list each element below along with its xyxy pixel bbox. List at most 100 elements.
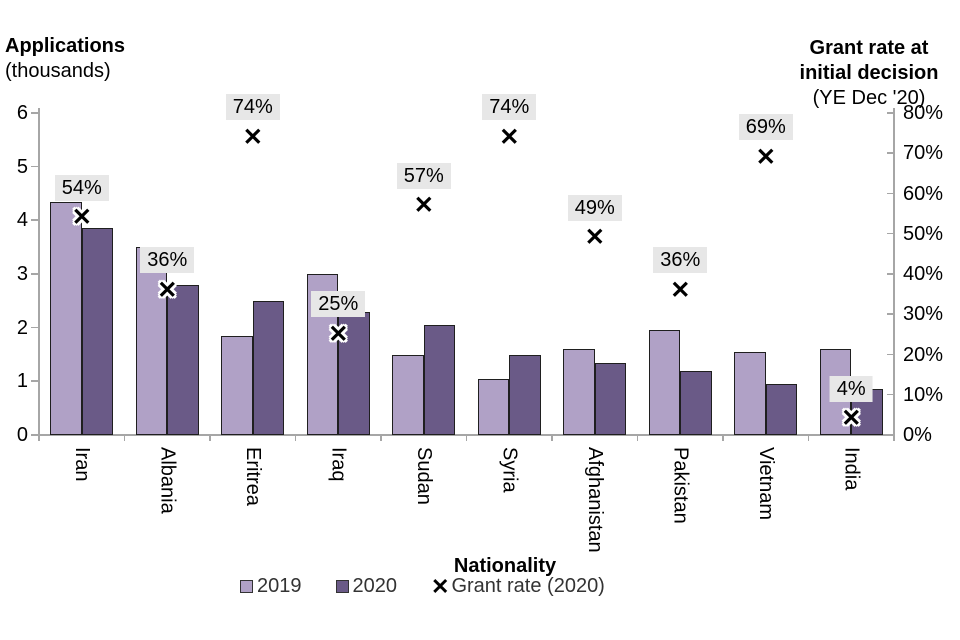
bar-2020-afghanistan: [594, 362, 627, 435]
x-axis-tick: [807, 435, 809, 441]
legend: 2019 2020 ✕ Grant rate (2020): [240, 575, 605, 598]
left-axis-label: 2: [16, 316, 28, 339]
right-axis-title-line2: initial decision: [799, 62, 939, 84]
right-axis-title: Grant rate at initial decision (YE Dec '…: [780, 36, 958, 111]
left-axis-label: 4: [16, 209, 28, 232]
category-label-syria: Syria: [498, 447, 521, 493]
x-axis-tick: [123, 435, 125, 441]
left-axis-label: 3: [16, 263, 28, 285]
bar-2020-pakistan: [680, 370, 712, 435]
legend-label-grant-rate: Grant rate (2020): [451, 575, 605, 597]
right-axis-label: 20%: [903, 343, 944, 366]
legend-label-2019: 2019: [257, 575, 302, 597]
right-axis-tick: [887, 112, 894, 114]
left-axis-title-line2: (thousands): [5, 60, 111, 82]
x-axis-title: Nationality: [453, 555, 557, 577]
left-axis-tick: [31, 112, 39, 114]
left-axis-label: 6: [16, 102, 28, 124]
x-marker-icon: ✕: [431, 573, 450, 599]
bar-2019-iran: [50, 201, 82, 435]
right-axis-label: 50%: [903, 222, 944, 245]
legend-swatch-2020: [335, 580, 349, 593]
category-label-iran: Iran: [70, 447, 93, 482]
left-axis-label: 0: [16, 424, 28, 446]
x-axis-tick: [465, 435, 467, 441]
grant-rate-label-eritrea: 74%: [225, 94, 280, 121]
right-axis-tick: [887, 353, 894, 355]
bar-2020-eritrea: [252, 300, 285, 435]
right-axis-label: 0%: [903, 424, 932, 446]
legend-swatch-2019: [240, 580, 253, 593]
x-axis-tick: [722, 435, 724, 441]
right-axis-tick: [887, 232, 894, 235]
category-label-india: India: [840, 447, 863, 491]
right-axis-label: 30%: [903, 303, 944, 326]
bar-2019-afghanistan: [563, 349, 595, 435]
grant-rate-marker-india: ✕: [841, 405, 862, 433]
legend-item-2019: 2019: [240, 575, 302, 598]
left-axis-tick: [31, 380, 39, 382]
right-axis-tick: [887, 273, 894, 275]
x-axis-tick: [38, 435, 40, 441]
bar-2020-syria: [509, 354, 541, 435]
grant-rate-label-albania: 36%: [140, 247, 195, 274]
category-label-afghanistan: Afghanistan: [583, 447, 606, 553]
left-axis-label: 5: [16, 155, 28, 178]
bar-2019-syria: [477, 378, 510, 435]
x-axis-tick: [551, 435, 553, 441]
grant-rate-label-india: 4%: [829, 375, 873, 402]
left-axis-title-line1: Applications: [5, 35, 126, 57]
left-axis-title: Applications (thousands): [5, 34, 125, 84]
x-axis-tick: [636, 435, 638, 441]
grant-rate-label-afghanistan: 49%: [567, 194, 622, 221]
category-label-iraq: Iraq: [327, 447, 350, 482]
category-label-albania: Albania: [156, 447, 179, 514]
right-axis-tick: [887, 313, 894, 315]
right-axis-label: 40%: [903, 263, 944, 285]
grant-rate-label-iran: 54%: [54, 174, 109, 201]
bar-2020-vietnam: [765, 384, 798, 435]
grant-rate-marker-iraq: ✕: [328, 320, 349, 348]
right-axis-tick: [887, 192, 894, 194]
grant-rate-marker-afghanistan: ✕: [584, 224, 605, 252]
right-axis-title-line1: Grant rate at: [809, 37, 929, 59]
bar-2019-eritrea: [221, 335, 253, 435]
legend-item-2020: 2020: [335, 575, 397, 598]
x-axis-tick: [294, 435, 296, 441]
category-label-vietnam: Vietnam: [754, 447, 777, 521]
bar-2020-albania: [167, 284, 199, 435]
bar-2019-pakistan: [648, 330, 681, 435]
left-axis-tick: [31, 273, 39, 275]
grant-rate-marker-eritrea: ✕: [242, 123, 263, 151]
grant-rate-label-vietnam: 69%: [738, 114, 793, 141]
right-axis-tick: [887, 434, 894, 436]
left-axis-tick: [31, 165, 39, 168]
left-axis-tick: [31, 219, 39, 221]
category-label-eritrea: Eritrea: [241, 447, 264, 506]
bar-2020-sudan: [423, 324, 456, 435]
category-label-sudan: Sudan: [412, 447, 435, 505]
grant-rate-marker-syria: ✕: [499, 123, 520, 151]
x-axis-tick: [380, 435, 382, 441]
right-axis-tick: [887, 393, 894, 396]
grant-rate-marker-iran: ✕: [71, 204, 92, 232]
left-axis-label: 1: [16, 370, 28, 393]
left-axis-tick: [31, 326, 39, 329]
right-axis-tick: [887, 152, 894, 154]
right-axis-label: 60%: [903, 182, 944, 205]
right-axis-label: 70%: [903, 142, 944, 165]
plot-area: ✕ 54% ✕ 36% ✕ 74% ✕ 25% ✕ 57% ✕ 74% ✕ 49% ✕ 36% ✕ 69% ✕ 4%: [39, 94, 894, 435]
bottom-axis-line: [38, 434, 895, 436]
bar-2019-sudan: [392, 354, 424, 435]
left-axis-tick: [31, 434, 39, 436]
right-axis-label: 10%: [903, 383, 944, 406]
category-label-pakistan: Pakistan: [669, 447, 692, 524]
legend-item-grant-rate: ✕ Grant rate (2020): [431, 575, 605, 598]
bar-2020-iran: [81, 228, 114, 435]
grant-rate-marker-pakistan: ✕: [670, 276, 691, 304]
grant-rate-label-syria: 74%: [482, 94, 537, 121]
grant-rate-label-iraq: 25%: [311, 291, 366, 318]
bar-2019-albania: [135, 247, 168, 435]
right-axis-title-line3: (YE Dec '20): [812, 87, 926, 109]
x-axis-tick: [209, 435, 211, 441]
